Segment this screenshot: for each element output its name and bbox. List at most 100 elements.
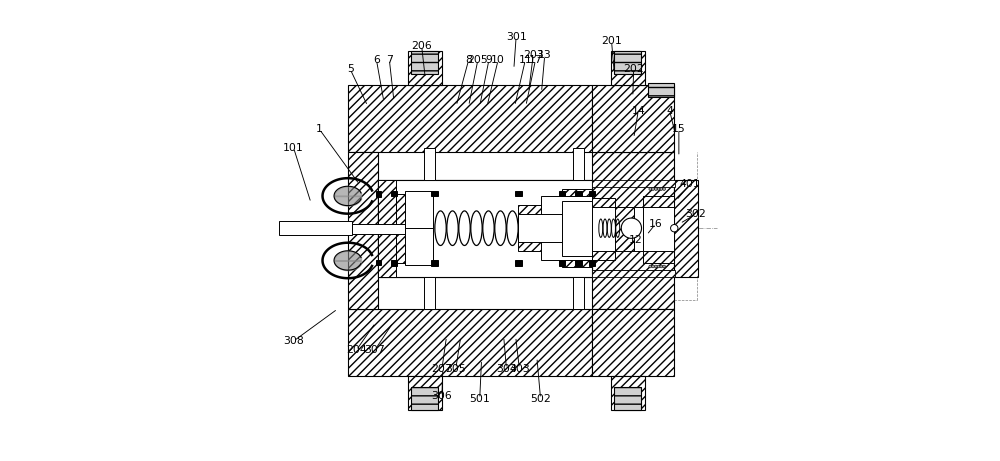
Bar xyxy=(559,191,565,196)
Text: 308: 308 xyxy=(283,336,304,346)
Text: 5: 5 xyxy=(347,64,354,74)
Text: 11: 11 xyxy=(518,55,532,65)
Bar xyxy=(408,51,442,85)
Circle shape xyxy=(660,188,663,190)
Bar xyxy=(405,191,433,228)
Bar xyxy=(378,180,592,277)
Bar xyxy=(592,309,674,376)
Bar xyxy=(614,387,641,410)
Circle shape xyxy=(649,265,652,268)
Text: 7: 7 xyxy=(386,55,393,65)
Text: 201: 201 xyxy=(601,36,622,47)
Bar xyxy=(515,260,522,266)
Bar xyxy=(592,270,675,277)
Bar xyxy=(562,189,592,267)
Circle shape xyxy=(671,225,678,232)
Bar xyxy=(376,260,381,265)
Text: 204: 204 xyxy=(346,345,367,355)
Circle shape xyxy=(663,188,665,190)
Bar xyxy=(541,196,592,260)
Text: 305: 305 xyxy=(445,364,466,374)
Text: 206: 206 xyxy=(411,41,432,51)
Circle shape xyxy=(657,265,660,268)
Bar xyxy=(352,224,405,234)
Text: 1: 1 xyxy=(316,124,323,134)
Bar xyxy=(589,260,595,266)
Bar xyxy=(575,260,582,266)
Bar xyxy=(643,207,674,251)
Text: 401: 401 xyxy=(680,179,700,189)
Circle shape xyxy=(654,265,657,268)
Bar xyxy=(559,260,565,266)
Text: 12: 12 xyxy=(629,235,643,245)
Bar xyxy=(348,152,378,309)
Text: 14: 14 xyxy=(631,106,645,116)
Bar xyxy=(592,85,674,152)
Bar xyxy=(348,85,592,152)
Circle shape xyxy=(621,218,642,238)
Text: 15: 15 xyxy=(672,124,686,134)
Text: 17: 17 xyxy=(529,55,542,65)
Text: 306: 306 xyxy=(432,391,452,402)
Bar xyxy=(391,191,397,196)
Bar xyxy=(611,51,645,85)
Bar xyxy=(592,207,615,251)
Bar xyxy=(424,277,435,309)
Circle shape xyxy=(660,265,663,268)
Bar xyxy=(348,309,592,376)
Bar xyxy=(515,191,522,196)
Bar xyxy=(408,376,442,410)
Bar xyxy=(376,191,381,197)
Text: 307: 307 xyxy=(364,345,385,355)
Bar xyxy=(411,51,438,74)
Text: 501: 501 xyxy=(469,394,490,404)
Bar xyxy=(674,180,698,277)
Circle shape xyxy=(657,188,660,190)
Text: 101: 101 xyxy=(283,142,304,153)
Bar xyxy=(643,196,674,263)
Bar xyxy=(424,148,435,180)
Text: 205: 205 xyxy=(467,55,488,65)
Text: 207: 207 xyxy=(432,364,452,374)
Bar xyxy=(648,83,674,97)
Bar xyxy=(589,191,595,196)
Text: 16: 16 xyxy=(649,219,663,229)
Bar xyxy=(573,277,584,309)
Circle shape xyxy=(649,188,652,190)
Bar xyxy=(592,180,675,187)
Text: 6: 6 xyxy=(373,55,380,65)
Bar xyxy=(378,180,396,277)
Bar xyxy=(562,201,592,256)
Bar xyxy=(518,205,562,251)
Circle shape xyxy=(654,188,657,190)
Bar xyxy=(614,51,641,74)
Bar xyxy=(431,260,438,266)
Text: 8: 8 xyxy=(465,55,472,65)
Bar xyxy=(573,148,584,180)
Circle shape xyxy=(652,265,654,268)
Text: 301: 301 xyxy=(506,32,527,42)
Text: 9: 9 xyxy=(485,55,492,65)
Text: 203: 203 xyxy=(523,50,544,60)
Bar xyxy=(279,221,352,235)
Bar xyxy=(518,214,562,242)
Bar xyxy=(391,260,397,266)
Text: 10: 10 xyxy=(491,55,505,65)
Bar xyxy=(634,207,643,251)
Text: 304: 304 xyxy=(496,364,517,374)
Text: 502: 502 xyxy=(530,394,551,404)
Text: 4: 4 xyxy=(666,106,673,116)
Bar xyxy=(592,152,674,309)
Bar xyxy=(431,191,438,196)
Text: 202: 202 xyxy=(623,64,644,74)
Bar xyxy=(615,207,634,251)
Text: 303: 303 xyxy=(509,364,530,374)
Bar xyxy=(411,387,438,410)
Bar xyxy=(611,376,645,410)
Bar xyxy=(405,228,433,263)
Circle shape xyxy=(652,188,654,190)
Text: 302: 302 xyxy=(685,209,706,219)
Bar xyxy=(592,198,615,260)
Text: 13: 13 xyxy=(538,50,552,60)
Circle shape xyxy=(663,265,665,268)
